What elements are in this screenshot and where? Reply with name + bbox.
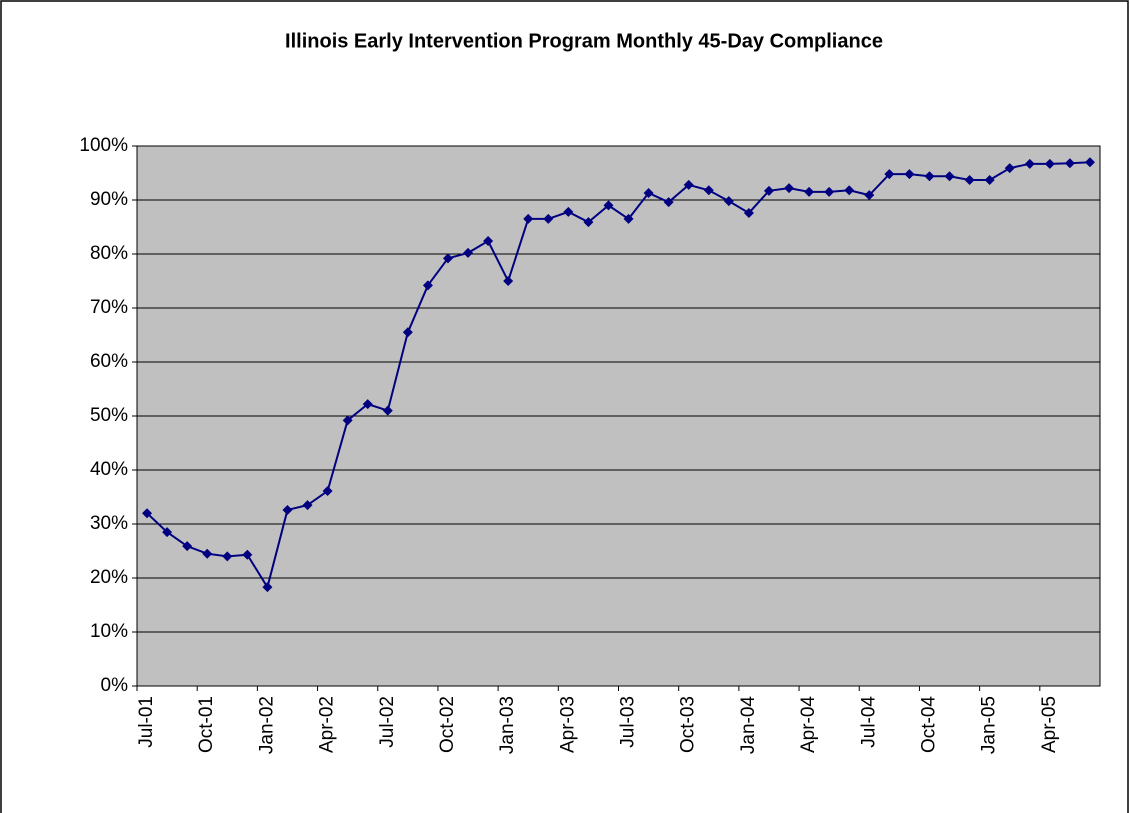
data-point xyxy=(322,486,333,497)
data-point xyxy=(302,500,313,511)
y-tick-label: 80% xyxy=(90,243,128,264)
data-point xyxy=(162,527,173,538)
x-tick-label: Apr-05 xyxy=(1039,696,1060,753)
data-point xyxy=(824,186,835,197)
data-point xyxy=(402,327,413,338)
x-tick-label: Jul-01 xyxy=(136,696,157,748)
data-point xyxy=(142,508,153,519)
data-point xyxy=(743,207,754,218)
y-tick-label: 10% xyxy=(90,621,128,642)
data-point xyxy=(924,171,935,182)
x-tick-label: Jan-03 xyxy=(497,696,518,754)
data-point xyxy=(222,551,233,562)
x-tick-label: Oct-03 xyxy=(678,696,699,753)
data-point xyxy=(804,186,815,197)
data-point xyxy=(1024,158,1035,169)
x-tick-label: Jan-04 xyxy=(738,696,759,755)
x-tick-label: Apr-02 xyxy=(317,696,338,753)
data-point xyxy=(182,541,193,552)
y-tick-label: 30% xyxy=(90,513,128,534)
x-tick-label: Oct-02 xyxy=(437,696,458,753)
data-point xyxy=(784,183,795,194)
data-point xyxy=(1004,163,1015,174)
data-point xyxy=(864,190,875,201)
y-tick-label: 100% xyxy=(79,135,128,156)
data-point xyxy=(282,504,293,515)
data-point xyxy=(663,197,674,208)
data-point xyxy=(543,213,554,224)
x-tick-label: Jan-05 xyxy=(979,696,1000,754)
data-point xyxy=(442,253,453,264)
x-tick-label: Jul-02 xyxy=(377,696,398,748)
data-point xyxy=(422,280,433,291)
x-tick-label: Apr-03 xyxy=(557,696,578,753)
x-tick-label: Jan-02 xyxy=(256,696,277,754)
data-point xyxy=(964,175,975,186)
data-point xyxy=(984,175,995,186)
x-tick-label: Apr-04 xyxy=(798,696,819,753)
data-point xyxy=(262,582,273,593)
data-point xyxy=(583,217,594,228)
x-tick-label: Jul-03 xyxy=(618,696,639,748)
data-point xyxy=(1064,158,1075,169)
y-tick-label: 60% xyxy=(90,351,128,372)
data-point xyxy=(643,187,654,198)
y-tick-label: 40% xyxy=(90,459,128,480)
y-tick-label: 50% xyxy=(90,405,128,426)
data-point xyxy=(1044,158,1055,169)
data-point xyxy=(884,169,895,180)
data-point xyxy=(503,276,514,286)
data-point xyxy=(523,213,534,224)
x-tick-label: Oct-01 xyxy=(196,696,217,753)
data-point xyxy=(703,185,714,196)
data-point xyxy=(382,405,393,416)
data-point xyxy=(763,185,774,196)
data-point xyxy=(242,549,253,560)
data-point xyxy=(342,415,353,426)
y-tick-label: 20% xyxy=(90,567,128,588)
data-point xyxy=(1084,157,1095,168)
data-point xyxy=(603,200,614,211)
x-tick-label: Oct-04 xyxy=(918,696,939,753)
data-point xyxy=(563,206,574,217)
data-point xyxy=(463,247,474,258)
data-point xyxy=(904,169,915,180)
y-tick-label: 70% xyxy=(90,297,128,318)
data-point xyxy=(683,179,694,190)
y-tick-label: 0% xyxy=(101,675,129,696)
data-point xyxy=(362,399,373,410)
data-point xyxy=(623,213,634,224)
y-tick-label: 90% xyxy=(90,189,128,210)
data-point xyxy=(844,185,855,196)
x-tick-label: Jul-04 xyxy=(858,696,879,748)
data-point xyxy=(483,236,494,247)
data-point xyxy=(202,548,213,559)
data-point xyxy=(723,196,734,207)
chart-title: Illinois Early Intervention Program Mont… xyxy=(285,30,883,52)
data-point xyxy=(944,171,955,182)
